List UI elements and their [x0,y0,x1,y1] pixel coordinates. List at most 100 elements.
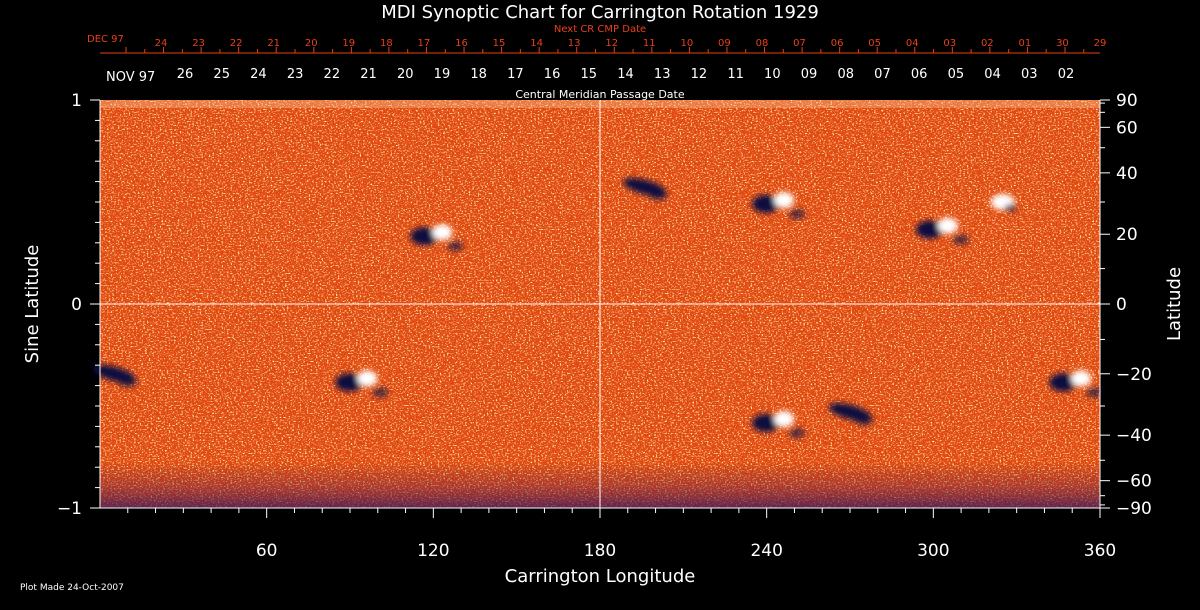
x-tick-label: 360 [1084,541,1116,561]
cmp-date-label: 21 [360,67,377,82]
right-y-tick-label: 0 [1116,295,1127,315]
right-y-tick-label: −20 [1116,365,1152,385]
right-y-axis-title: Latitude [1164,267,1185,341]
cmp-date-label: 25 [213,67,230,82]
negative-spot [118,376,137,387]
next-cr-month-label: DEC 97 [87,34,124,45]
cmp-date-label: 23 [287,67,304,82]
x-axis-ticks [127,508,1101,518]
right-y-axis-ticks [1100,99,1110,509]
right-y-tick-label: 40 [1116,164,1138,184]
positive-spot [357,370,378,387]
cmp-date-label: 10 [764,67,781,82]
cmp-month-label: NOV 97 [106,70,155,85]
active-region [752,192,805,219]
x-tick-label: 240 [750,541,782,561]
left-y-tick-label: −1 [57,499,82,519]
left-y-tick-label: 1 [71,91,82,111]
negative-spot [789,209,805,219]
next-cr-date-labels: 24 23 22 21 20 19 18 17 16 15 14 13 12 11 10 09 08 07 06 05… [155,38,1107,49]
next-cr-ticks [125,47,1085,53]
next-cr-date-label: 30 [1056,38,1069,49]
negative-spot [952,234,969,245]
negative-spot [789,428,805,439]
next-cr-date-label: 13 [568,38,581,49]
positive-spot [774,192,794,208]
active-region [752,411,805,439]
cmp-date-label: 06 [911,67,928,82]
cmp-date-label: 07 [874,67,891,82]
positive-spot [1071,370,1092,387]
next-cr-date-label: 19 [342,38,355,49]
next-cr-date-label: 21 [267,38,280,49]
x-tick-label: 120 [417,541,449,561]
cmp-date-label: 19 [434,67,451,82]
negative-spot [335,373,364,392]
active-region [410,224,464,252]
next-cr-date-label: 01 [1019,38,1032,49]
next-cr-date-label: 17 [418,38,431,49]
next-cr-date-label: 20 [305,38,318,49]
right-y-tick-label: 90 [1116,91,1138,111]
next-cr-date-label: 03 [943,38,956,49]
cmp-date-label: 04 [984,67,1001,82]
active-region [92,364,137,387]
chart-title: MDI Synoptic Chart for Carrington Rotati… [381,2,819,23]
negative-spot [1049,373,1078,392]
cmp-date-label: 11 [727,67,744,82]
active-region [828,403,873,426]
next-cr-date-label: 05 [868,38,881,49]
positive-spot [432,224,453,241]
right-y-tick-label: 20 [1116,225,1138,245]
left-y-axis-title: Sine Latitude [22,245,43,364]
negative-spot [1086,387,1103,398]
negative-spot [1004,204,1017,212]
cmp-date-label: 08 [837,67,854,82]
left-y-tick-label: 0 [71,295,82,315]
positive-spot [774,411,794,428]
cmp-date-label: 12 [691,67,708,82]
x-tick-label: 60 [256,541,278,561]
next-cr-date-label: 09 [718,38,731,49]
next-cr-date-label: 22 [230,38,243,49]
next-cr-date-label: 16 [455,38,468,49]
active-region [915,217,969,245]
right-y-tick-label: 60 [1116,118,1138,138]
active-region [1049,370,1103,398]
next-cr-date-label: 24 [155,38,168,49]
cmp-date-labels: 26 25 24 23 22 21 20 19 18 17 16 15 14 13 12 11 10 09 08 07… [177,67,1075,82]
negative-spot [752,414,780,433]
next-cr-date-label: 07 [793,38,806,49]
negative-spot [752,195,780,213]
cmp-date-label: 09 [801,67,818,82]
cmp-date-label: 02 [1058,67,1075,82]
next-cr-date-label: 14 [530,38,543,49]
x-axis-title: Carrington Longitude [505,566,696,587]
cmp-date-label: 03 [1021,67,1038,82]
cmp-date-label: 15 [581,67,598,82]
next-cr-date-label: 11 [643,38,656,49]
left-y-axis-ticks [90,99,100,509]
cmp-date-label: 22 [324,67,341,82]
next-cr-date-label: 10 [680,38,693,49]
plot-made-label: Plot Made 24-Oct-2007 [20,583,124,593]
next-cr-label: Next CR CMP Date [554,24,646,35]
negative-spot [372,387,389,398]
next-cr-date-label: 15 [493,38,506,49]
negative-spot [447,241,464,252]
active-region [335,370,389,398]
next-cr-date-label: 08 [756,38,769,49]
right-y-tick-label: −90 [1116,499,1152,519]
next-cr-date-label: 04 [906,38,919,49]
negative-spot [410,227,439,246]
right-y-tick-label: −40 [1116,426,1152,446]
negative-spot [915,220,944,239]
active-regions [92,178,1103,439]
right-y-axis-tick-labels: 90 60 40 20 0 −20 −40 −60 −90 [1116,91,1152,519]
cmp-date-label: 16 [544,67,561,82]
cmp-date-label: 13 [654,67,671,82]
next-cr-date-label: 29 [1094,38,1107,49]
negative-spot [649,189,668,200]
right-y-tick-label: −60 [1116,472,1152,492]
